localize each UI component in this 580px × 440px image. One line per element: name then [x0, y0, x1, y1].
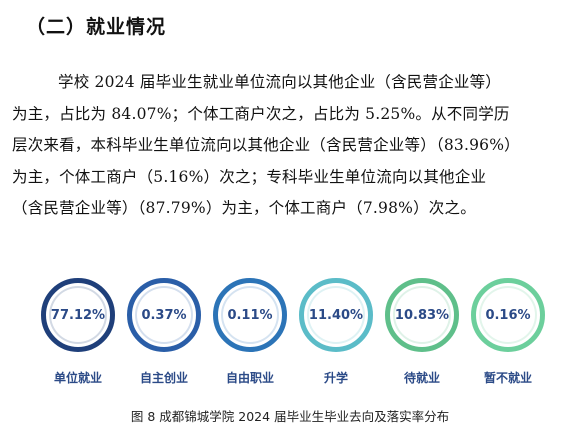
paragraph-line-5: （含民营企业等）（87.79%）为主，个体工商户（7.98%）次之。 — [12, 199, 476, 217]
circle-item-not-employed: 0.16% 暂不就业 — [468, 278, 548, 386]
circle-ring: 0.16% — [471, 278, 545, 352]
circle-value: 0.11% — [227, 307, 273, 323]
circle-value: 0.37% — [141, 307, 187, 323]
circle-value: 11.40% — [308, 307, 364, 323]
circle-item-awaiting: 10.83% 待就业 — [382, 278, 462, 386]
circle-item-freelance: 0.11% 自由职业 — [210, 278, 290, 386]
circle-item-further-study: 11.40% 升学 — [296, 278, 376, 386]
destination-circles: 77.12% 单位就业 0.37% 自主创业 0.11% 自由职业 11.40%… — [38, 278, 548, 388]
circle-value: 77.12% — [50, 307, 106, 323]
paragraph-line-4: 为主，个体工商户（5.16%）次之；专科毕业生单位流向以其他企业 — [12, 167, 487, 186]
circle-item-employment: 77.12% 单位就业 — [38, 278, 118, 386]
circle-label: 暂不就业 — [483, 371, 532, 385]
circle-item-entrepreneurship: 0.37% 自主创业 — [124, 278, 204, 386]
employment-paragraph: 学校 2024 届毕业生就业单位流向以其他企业（含民营企业等） 为主，占比为 8… — [12, 67, 570, 225]
paragraph-line-3: 层次来看，本科毕业生单位流向以其他企业（含民营企业等）（83.96%） — [12, 136, 520, 154]
circle-ring: 77.12% — [41, 278, 115, 352]
circle-value: 10.83% — [394, 307, 450, 323]
circle-label: 升学 — [323, 371, 348, 385]
circle-ring: 0.11% — [213, 278, 287, 352]
circle-label: 待就业 — [403, 371, 440, 385]
circle-ring: 0.37% — [127, 278, 201, 352]
circle-label: 自由职业 — [225, 371, 274, 385]
circle-label: 单位就业 — [53, 371, 102, 385]
circle-value: 0.16% — [485, 307, 531, 323]
section-heading: （二）就业情况 — [26, 16, 167, 38]
circle-label: 自主创业 — [139, 371, 188, 385]
figure-caption: 图 8 成都锦城学院 2024 届毕业生毕业去向及落实率分布 — [130, 409, 450, 424]
paragraph-line-2: 为主，占比为 84.07%；个体工商户次之，占比为 5.25%。从不同学历 — [12, 104, 510, 123]
circle-ring: 11.40% — [299, 278, 373, 352]
paragraph-line-1: 学校 2024 届毕业生就业单位流向以其他企业（含民营企业等） — [58, 73, 502, 91]
circle-ring: 10.83% — [385, 278, 459, 352]
